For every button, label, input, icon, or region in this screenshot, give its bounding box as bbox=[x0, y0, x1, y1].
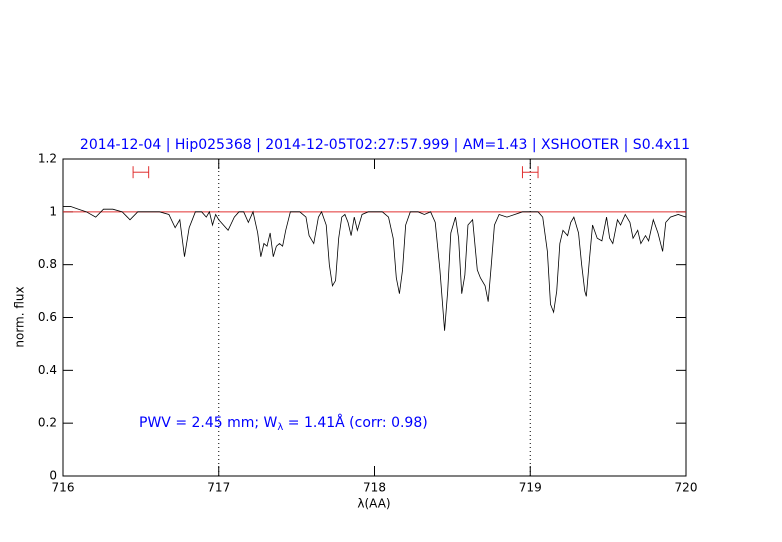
x-tick-label: 718 bbox=[363, 481, 386, 495]
range-marker bbox=[132, 166, 150, 179]
x-axis-label: λ(AA) bbox=[357, 497, 390, 511]
x-tick-label: 719 bbox=[519, 481, 542, 495]
y-tick-label: 1 bbox=[49, 204, 57, 218]
annotation-text: = 1.41Å (corr: 0.98) bbox=[283, 414, 427, 431]
y-tick-label: 0.6 bbox=[38, 310, 57, 324]
x-tick-label: 716 bbox=[52, 481, 75, 495]
annotation-subscript: λ bbox=[277, 422, 283, 433]
y-tick-label: 1.2 bbox=[38, 152, 57, 166]
x-tick-label: 717 bbox=[207, 481, 230, 495]
y-axis-label: norm. flux bbox=[13, 286, 27, 347]
x-tick-label: 720 bbox=[675, 481, 698, 495]
y-tick-label: 0 bbox=[49, 469, 57, 483]
annotation-text: PWV = 2.45 mm; W bbox=[139, 415, 278, 431]
range-marker bbox=[521, 166, 539, 179]
annotation: PWV = 2.45 mm; Wλ = 1.41Å (corr: 0.98) bbox=[139, 414, 428, 433]
chart-title: 2014-12-04 | Hip025368 | 2014-12-05T02:2… bbox=[80, 137, 690, 153]
spectrum-line bbox=[63, 206, 687, 331]
y-tick-label: 0.2 bbox=[38, 416, 57, 430]
y-tick-label: 0.8 bbox=[38, 257, 57, 271]
y-tick-label: 0.4 bbox=[38, 363, 57, 377]
